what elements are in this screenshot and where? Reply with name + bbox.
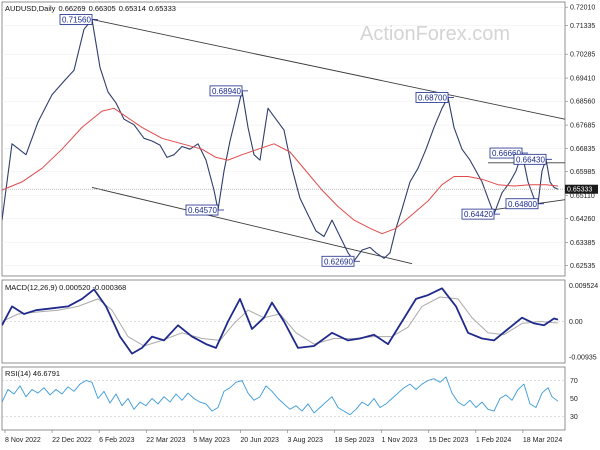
watermark: ActionForex.com: [360, 23, 510, 45]
price-tick-label: 0.70285: [570, 52, 595, 59]
time-tick-label: 18 Mar 2024: [523, 437, 562, 444]
price-tick-label: 0.65985: [570, 169, 595, 176]
level-label: 0.64800: [508, 200, 537, 209]
time-tick-label: 20 Jun 2023: [240, 437, 279, 444]
price-tick-label: 0.67685: [570, 123, 595, 130]
time-tick-label: 5 May 2023: [193, 437, 230, 444]
time-tick-label: 1 Nov 2023: [382, 437, 418, 444]
macd-tick-label: -0.00935: [569, 354, 597, 361]
price-tick-label: 0.71335: [570, 23, 595, 30]
symbol: AUDUSD: [5, 4, 37, 13]
macd-tick-label: 0.009524: [569, 283, 598, 290]
time-tick-label: 3 Aug 2023: [288, 437, 324, 444]
level-labels: 0.71560 0.68940 0.64570 0.62690 0.68700 0.666…: [59, 14, 552, 267]
macd-label: MACD(12,26,9) 0.000520 -0.000368: [5, 283, 126, 292]
rsi-tick-label: 70: [570, 378, 578, 385]
level-label: 0.71560: [62, 15, 91, 24]
time-tick-label: 8 Nov 2022: [5, 437, 41, 444]
price-tick-label: 0.69410: [570, 76, 595, 83]
chart-title: AUDUSD,Daily 0.66269 0.66305 0.65314 0.65333: [5, 4, 176, 13]
rsi-tick-label: 50: [570, 396, 578, 403]
price-tick-label: 0.65110: [570, 193, 595, 200]
channel-line: [91, 19, 565, 120]
ohlc-value-3: 0.65314: [119, 4, 146, 13]
price-tick-label: 0.68560: [570, 99, 595, 106]
macd-tick-label: 0.00: [569, 319, 583, 326]
time-axis-ticks: 8 Nov 2022 22 Dec 2022 6 Feb 2023 22 Mar 20…: [4, 430, 562, 444]
moving-average-line: [2, 107, 559, 235]
price-panel-frame: [1, 1, 566, 277]
macd-line: [2, 287, 559, 355]
current-price-value: 0.65333: [567, 187, 592, 194]
price-axis-ticks: 0.72010 0.71335 0.70285 0.69410 0.68560 0.676…: [565, 5, 595, 270]
timeframe: Daily: [39, 4, 56, 13]
price-tick-label: 0.64260: [570, 216, 595, 223]
rsi-panel-frame: [1, 366, 566, 431]
level-label: 0.66660: [492, 149, 521, 158]
ohlc-value-4: 0.65333: [149, 4, 176, 13]
time-tick-label: 1 Feb 2024: [476, 437, 512, 444]
price-grid: [2, 6, 565, 266]
time-tick-label: 6 Feb 2023: [99, 437, 135, 444]
channel-line: [91, 186, 413, 265]
level-label: 0.68940: [212, 87, 241, 96]
price-tick-label: 0.62535: [570, 263, 595, 270]
current-price-marker: 0.65333: [565, 184, 598, 194]
rsi-tick-label: 30: [570, 414, 578, 421]
time-tick-label: 18 Sep 2023: [335, 437, 375, 444]
price-tick-label: 0.72010: [570, 5, 595, 12]
current-price-box: [565, 184, 598, 194]
rsi-levels: [2, 380, 565, 417]
macd-axis-ticks: 0.009524 0.00 -0.00935: [569, 283, 598, 361]
ohlc-value-2: 0.66305: [89, 4, 116, 13]
price-tick-label: 0.66835: [570, 146, 595, 153]
time-tick-label: 22 Dec 2022: [52, 437, 92, 444]
ohlc-value-1: 0.66269: [58, 4, 85, 13]
price-series: [2, 18, 559, 262]
level-label: 0.64570: [188, 206, 217, 215]
level-label: 0.66430: [516, 155, 545, 164]
level-label: 0.62690: [324, 257, 353, 266]
time-tick-label: 22 Mar 2023: [146, 437, 185, 444]
level-label: 0.68700: [418, 93, 447, 102]
level-label: 0.64420: [464, 210, 493, 219]
rsi-line: [2, 376, 559, 416]
time-tick-label: 15 Dec 2023: [429, 437, 469, 444]
rsi-axis-ticks: 70 50 30: [570, 378, 578, 421]
price-tick-label: 0.63385: [570, 240, 595, 247]
rsi-label: RSI(14) 46.6791: [5, 369, 60, 378]
